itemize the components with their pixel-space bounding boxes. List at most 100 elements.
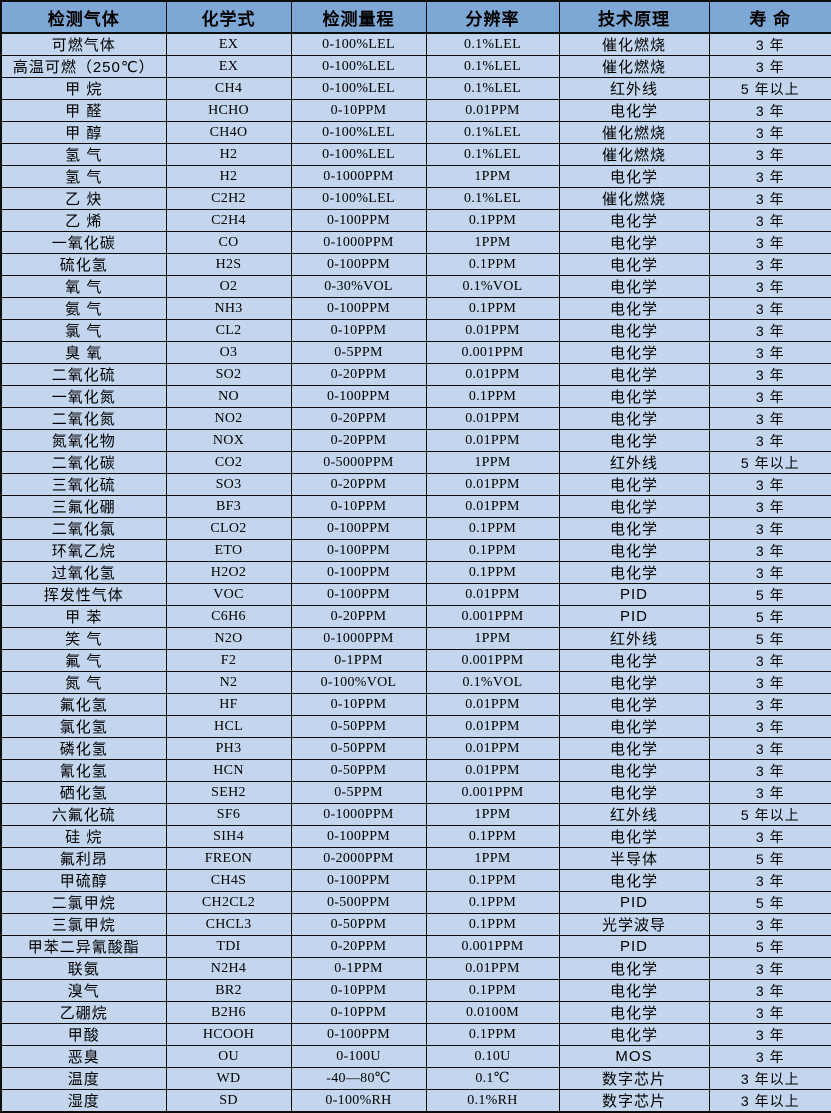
cell-formula: H2O2 (165, 561, 292, 584)
cell-principle: 电化学 (558, 341, 710, 364)
cell-gas: 一氧化氮 (0, 385, 167, 408)
cell-gas: 二氧化氮 (0, 407, 167, 430)
table-row: 氟化氢 HF 0-10PPM 0.01PPM 电化学 3 年 (0, 693, 831, 716)
cell-resolution: 0.1%LEL (425, 121, 560, 144)
cell-life: 3 年 (708, 517, 831, 540)
cell-formula: NO (165, 385, 292, 408)
cell-range: 0-100U (290, 1045, 427, 1068)
cell-formula: SD (165, 1089, 292, 1113)
cell-life: 3 年以上 (708, 1067, 831, 1090)
cell-formula: HCHO (165, 99, 292, 122)
cell-range: 0-100PPM (290, 583, 427, 606)
cell-principle: MOS (558, 1045, 710, 1068)
cell-resolution: 0.001PPM (425, 649, 560, 672)
table-row: 氟利昂 FREON 0-2000PPM 1PPM 半导体 5 年 (0, 847, 831, 870)
cell-resolution: 0.0100M (425, 1001, 560, 1024)
cell-range: 0-100PPM (290, 539, 427, 562)
table-header-row: 检测气体 化学式 检测量程 分辨率 技术原理寿 命 (0, 0, 831, 34)
cell-principle: 电化学 (558, 99, 710, 122)
cell-formula: CH4O (165, 121, 292, 144)
table-row: 高温可燃（250℃） EX 0-100%LEL 0.1%LEL 催化燃烧 3 年 (0, 55, 831, 78)
cell-principle: 电化学 (558, 253, 710, 276)
table-row: 溴气 BR2 0-10PPM 0.1PPM 电化学 3 年 (0, 979, 831, 1002)
cell-gas: 甲苯二异氰酸酯 (0, 935, 167, 958)
cell-formula: SO3 (165, 473, 292, 496)
cell-principle: 电化学 (558, 473, 710, 496)
cell-formula: N2H4 (165, 957, 292, 980)
cell-formula: EX (165, 32, 292, 56)
table-header: 检测气体 化学式 检测量程 分辨率 技术原理寿 命 (0, 0, 831, 34)
cell-range: 0-100%LEL (290, 55, 427, 78)
cell-gas: 环氧乙烷 (0, 539, 167, 562)
cell-gas: 氢 气 (0, 143, 167, 166)
cell-resolution: 0.1%LEL (425, 77, 560, 100)
table-row: 联氨 N2H4 0-1PPM 0.01PPM 电化学 3 年 (0, 957, 831, 980)
cell-resolution: 0.1℃ (425, 1067, 560, 1090)
cell-gas: 二氯甲烷 (0, 891, 167, 914)
cell-formula: CL2 (165, 319, 292, 342)
cell-gas: 磷化氢 (0, 737, 167, 760)
cell-principle: 电化学 (558, 957, 710, 980)
table-row: 氨 气 NH3 0-100PPM 0.1PPM 电化学 3 年 (0, 297, 831, 320)
table-row: 甲苯二异氰酸酯 TDI 0-20PPM 0.001PPM PID 5 年 (0, 935, 831, 958)
cell-formula: H2 (165, 165, 292, 188)
table-row: 三氟化硼 BF3 0-10PPM 0.01PPM 电化学 3 年 (0, 495, 831, 518)
cell-resolution: 0.001PPM (425, 605, 560, 628)
cell-life: 3 年 (708, 539, 831, 562)
cell-life: 5 年 (708, 583, 831, 606)
table-row: 硒化氢 SEH2 0-5PPM 0.001PPM 电化学 3 年 (0, 781, 831, 804)
cell-principle: 数字芯片 (558, 1089, 710, 1113)
table-row: 甲硫醇 CH4S 0-100PPM 0.1PPM 电化学 3 年 (0, 869, 831, 892)
table-row: 一氧化氮 NO 0-100PPM 0.1PPM 电化学 3 年 (0, 385, 831, 408)
cell-life: 3 年 (708, 781, 831, 804)
cell-gas: 硒化氢 (0, 781, 167, 804)
cell-gas: 笑 气 (0, 627, 167, 650)
cell-life: 3 年 (708, 407, 831, 430)
cell-life: 5 年 (708, 891, 831, 914)
cell-resolution: 0.1%LEL (425, 143, 560, 166)
cell-range: 0-5PPM (290, 341, 427, 364)
cell-formula: C2H4 (165, 209, 292, 232)
cell-range: 0-5PPM (290, 781, 427, 804)
cell-range: 0-1000PPM (290, 231, 427, 254)
cell-resolution: 0.1PPM (425, 561, 560, 584)
cell-resolution: 0.1PPM (425, 979, 560, 1002)
cell-principle: 催化燃烧 (558, 55, 710, 78)
cell-range: 0-10PPM (290, 693, 427, 716)
cell-gas: 甲 醇 (0, 121, 167, 144)
cell-resolution: 0.01PPM (425, 737, 560, 760)
cell-formula: FREON (165, 847, 292, 870)
cell-range: 0-10PPM (290, 99, 427, 122)
cell-gas: 乙硼烷 (0, 1001, 167, 1024)
cell-resolution: 1PPM (425, 847, 560, 870)
cell-principle: 电化学 (558, 759, 710, 782)
cell-resolution: 0.01PPM (425, 715, 560, 738)
cell-formula: SIH4 (165, 825, 292, 848)
cell-life: 3 年 (708, 759, 831, 782)
cell-resolution: 0.1PPM (425, 253, 560, 276)
cell-life: 3 年 (708, 121, 831, 144)
cell-principle: 红外线 (558, 451, 710, 474)
cell-life: 3 年 (708, 1001, 831, 1024)
cell-life: 3 年 (708, 825, 831, 848)
cell-life: 3 年 (708, 693, 831, 716)
cell-range: 0-20PPM (290, 935, 427, 958)
table-body: 可燃气体 EX 0-100%LEL 0.1%LEL 催化燃烧 3 年高温可燃（250℃） E… (0, 32, 831, 1113)
cell-gas: 甲 醛 (0, 99, 167, 122)
cell-formula: EX (165, 55, 292, 78)
cell-gas: 湿度 (0, 1089, 167, 1113)
cell-principle: 红外线 (558, 803, 710, 826)
cell-principle: 电化学 (558, 1023, 710, 1046)
table-row: 过氧化氢 H2O2 0-100PPM 0.1PPM 电化学 3 年 (0, 561, 831, 584)
cell-life: 5 年以上 (708, 77, 831, 100)
table-row: 二氧化硫 SO2 0-20PPM 0.01PPM 电化学 3 年 (0, 363, 831, 386)
cell-resolution: 0.1PPM (425, 209, 560, 232)
cell-resolution: 0.001PPM (425, 935, 560, 958)
cell-gas: 乙 烯 (0, 209, 167, 232)
cell-gas: 二氧化硫 (0, 363, 167, 386)
cell-range: 0-100PPM (290, 385, 427, 408)
cell-principle: 红外线 (558, 77, 710, 100)
cell-gas: 恶臭 (0, 1045, 167, 1068)
cell-gas: 可燃气体 (0, 32, 167, 56)
